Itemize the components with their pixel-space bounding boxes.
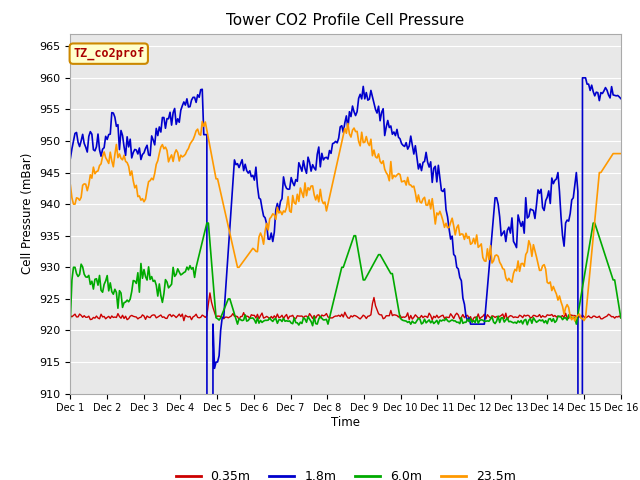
Y-axis label: Cell Pressure (mBar): Cell Pressure (mBar) — [21, 153, 34, 274]
Text: TZ_co2prof: TZ_co2prof — [73, 47, 145, 60]
Title: Tower CO2 Profile Cell Pressure: Tower CO2 Profile Cell Pressure — [227, 13, 465, 28]
X-axis label: Time: Time — [331, 416, 360, 429]
Legend: 0.35m, 1.8m, 6.0m, 23.5m: 0.35m, 1.8m, 6.0m, 23.5m — [170, 465, 521, 480]
